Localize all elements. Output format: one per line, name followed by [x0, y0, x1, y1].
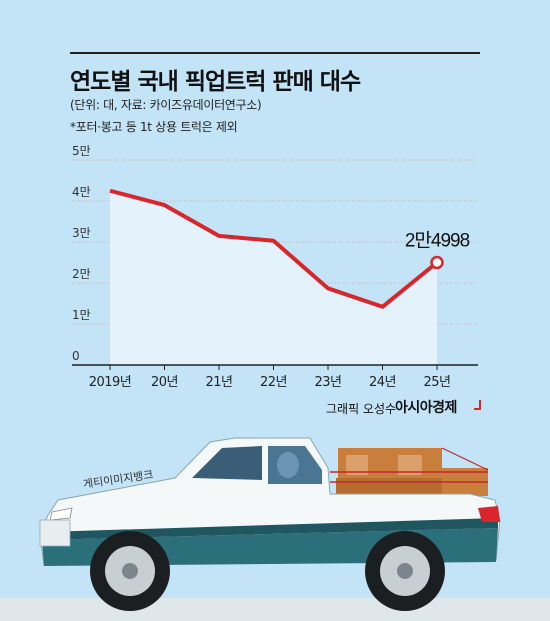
- y-tick-label: 2만: [72, 267, 91, 281]
- chart-title: 연도별 국내 픽업트럭 판매 대수: [70, 69, 361, 95]
- title-rule: [70, 52, 480, 54]
- y-tick-label: 5만: [72, 144, 91, 158]
- y-tick-label: 4만: [72, 185, 91, 199]
- x-tick-label: 25년: [423, 375, 450, 390]
- graphic-credit: 그래픽 오성수: [326, 402, 397, 416]
- y-tick-label: 3만: [72, 226, 91, 240]
- y-tick-label: 0: [72, 349, 80, 363]
- y-tick-label: 1만: [72, 308, 91, 322]
- brand-mark-icon: [474, 400, 481, 410]
- x-tick-label: 24년: [369, 375, 396, 390]
- sales-line-chart: 0 1만 2만 3만 4만 5만 2019년 20년 21년 22년 23년 24년 25년 2만49…: [72, 144, 478, 390]
- footnote: *포터·봉고 등 1t 상용 트럭은 제외: [70, 120, 238, 134]
- brand-logo: 아시아경제: [395, 400, 457, 416]
- x-tick-label: 2019년: [89, 375, 132, 390]
- x-tick-label: 22년: [260, 375, 287, 390]
- x-ticks: [109, 365, 438, 370]
- unit-source: (단위: 대, 자료: 카이즈유데이터연구소): [70, 98, 262, 112]
- series-line: [109, 188, 439, 309]
- last-value-label: 2만4998: [405, 230, 470, 252]
- area-fill: [110, 190, 437, 365]
- x-tick-label: 23년: [314, 375, 341, 390]
- last-point-marker: [430, 255, 444, 270]
- wheel-icon: [365, 531, 445, 611]
- wheel-icon: [90, 531, 170, 611]
- x-tick-label: 21년: [205, 375, 232, 390]
- x-tick-labels: 2019년 20년 21년 22년 23년 24년 25년: [89, 375, 451, 390]
- cargo-boxes-icon: [330, 447, 489, 496]
- y-tick-labels: 0 1만 2만 3만 4만 5만: [72, 144, 91, 363]
- x-tick-label: 20년: [151, 375, 178, 390]
